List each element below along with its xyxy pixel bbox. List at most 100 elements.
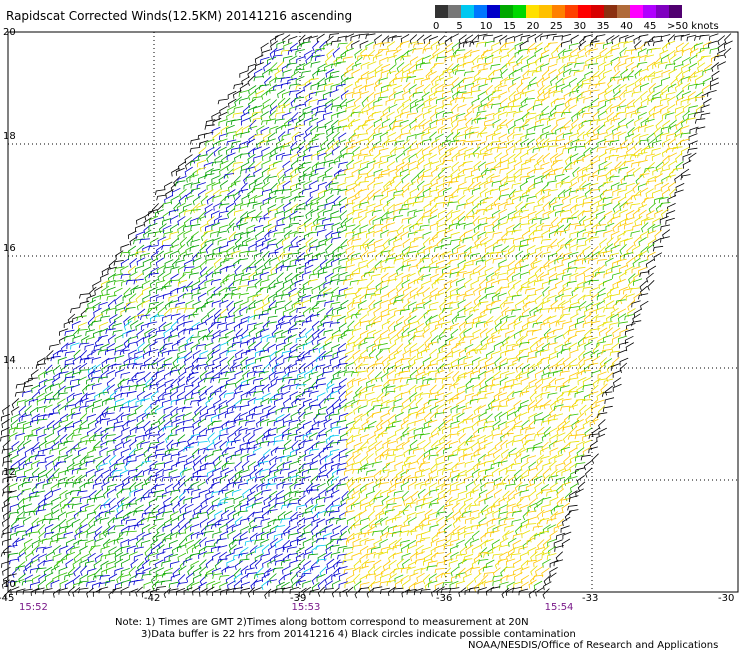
wind-barb bbox=[282, 55, 293, 63]
wind-barb bbox=[595, 55, 605, 63]
wind-barb bbox=[582, 182, 592, 191]
wind-barb bbox=[235, 126, 244, 137]
wind-barb bbox=[428, 182, 438, 192]
wind-barb bbox=[423, 245, 432, 255]
wind-barb bbox=[196, 468, 207, 476]
wind-barb bbox=[52, 455, 61, 466]
wind-barb bbox=[254, 161, 262, 172]
wind-barb bbox=[492, 335, 502, 343]
wind-barb bbox=[332, 47, 341, 58]
wind-barb bbox=[598, 419, 606, 430]
wind-barb bbox=[507, 279, 517, 288]
wind-barb bbox=[115, 483, 124, 492]
wind-barb bbox=[582, 167, 592, 175]
wind-barb bbox=[358, 181, 369, 187]
wind-barb bbox=[288, 83, 300, 90]
wind-barb bbox=[287, 48, 298, 55]
wind-barb bbox=[681, 63, 690, 73]
wind-barb bbox=[42, 447, 53, 455]
wind-barb bbox=[309, 460, 319, 470]
wind-barb bbox=[256, 418, 265, 428]
wind-barb bbox=[483, 223, 494, 232]
wind-barb bbox=[177, 482, 186, 493]
wind-barb bbox=[591, 222, 600, 232]
wind-barb bbox=[182, 225, 193, 232]
wind-barb bbox=[441, 166, 452, 173]
wind-barb bbox=[331, 126, 342, 134]
wind-barb bbox=[253, 272, 263, 280]
wind-barb bbox=[240, 182, 248, 193]
wind-barb bbox=[388, 168, 398, 177]
wind-barb bbox=[711, 70, 720, 80]
wind-barb bbox=[331, 385, 342, 393]
wind-barb bbox=[127, 468, 138, 476]
wind-barb bbox=[281, 433, 292, 440]
wind-barb bbox=[533, 441, 543, 450]
wind-barb bbox=[156, 357, 165, 367]
wind-barb bbox=[246, 322, 257, 329]
wind-barb bbox=[386, 252, 396, 262]
wind-barb bbox=[266, 118, 276, 125]
wind-barb bbox=[699, 34, 710, 40]
wind-barb bbox=[136, 329, 145, 339]
wind-barb bbox=[328, 413, 339, 420]
wind-barb bbox=[204, 124, 215, 130]
wind-barb bbox=[253, 390, 264, 397]
wind-barb bbox=[283, 208, 293, 217]
wind-barb bbox=[330, 476, 340, 486]
wind-barb bbox=[682, 82, 691, 93]
wind-barb bbox=[358, 260, 368, 267]
wind-barb bbox=[335, 174, 347, 180]
wind-barb bbox=[527, 279, 537, 289]
wind-barb bbox=[125, 307, 136, 313]
wind-barb bbox=[170, 425, 180, 435]
wind-barb bbox=[226, 336, 235, 346]
wind-barb bbox=[287, 370, 298, 377]
wind-barb bbox=[291, 300, 300, 310]
wind-barb bbox=[315, 161, 326, 169]
wind-barb bbox=[255, 230, 264, 240]
wind-barb bbox=[659, 216, 669, 224]
wind-barb bbox=[408, 461, 418, 469]
wind-barb bbox=[261, 152, 271, 161]
wind-barb bbox=[548, 63, 558, 72]
wind-barb bbox=[513, 110, 523, 118]
wind-barb bbox=[149, 426, 158, 435]
wind-barb bbox=[462, 271, 473, 278]
wind-barb bbox=[190, 239, 200, 246]
wind-barb bbox=[16, 446, 26, 456]
wind-barb bbox=[322, 364, 332, 373]
wind-barb bbox=[458, 146, 468, 156]
wind-barb bbox=[422, 377, 432, 385]
wind-barb bbox=[87, 320, 96, 331]
wind-barb bbox=[505, 343, 516, 350]
wind-barb bbox=[154, 337, 165, 344]
wind-barb bbox=[456, 187, 468, 193]
wind-barb bbox=[661, 77, 671, 85]
wind-barb bbox=[311, 454, 320, 464]
wind-barb bbox=[583, 350, 593, 359]
wind-barb bbox=[305, 209, 314, 220]
wind-barb bbox=[43, 426, 53, 434]
wind-barb bbox=[441, 272, 452, 278]
wind-barb bbox=[464, 246, 472, 256]
wind-barb bbox=[648, 105, 656, 117]
wind-barb bbox=[597, 69, 606, 80]
wind-barb bbox=[167, 349, 178, 356]
wind-barb bbox=[9, 432, 18, 441]
wind-barb bbox=[444, 453, 454, 462]
wind-barb bbox=[603, 358, 613, 368]
wind-barb bbox=[554, 139, 565, 145]
wind-barb bbox=[409, 287, 418, 297]
wind-barb bbox=[79, 455, 88, 466]
wind-barb bbox=[602, 202, 612, 211]
wind-barb bbox=[101, 307, 110, 317]
wind-barb bbox=[246, 376, 256, 385]
wind-barb bbox=[335, 55, 346, 62]
wind-barb bbox=[1, 419, 10, 429]
wind-barb bbox=[688, 62, 698, 72]
wind-barb bbox=[463, 294, 474, 301]
wind-barb bbox=[135, 462, 145, 472]
wind-barb bbox=[427, 341, 438, 348]
wind-barb bbox=[496, 238, 507, 245]
